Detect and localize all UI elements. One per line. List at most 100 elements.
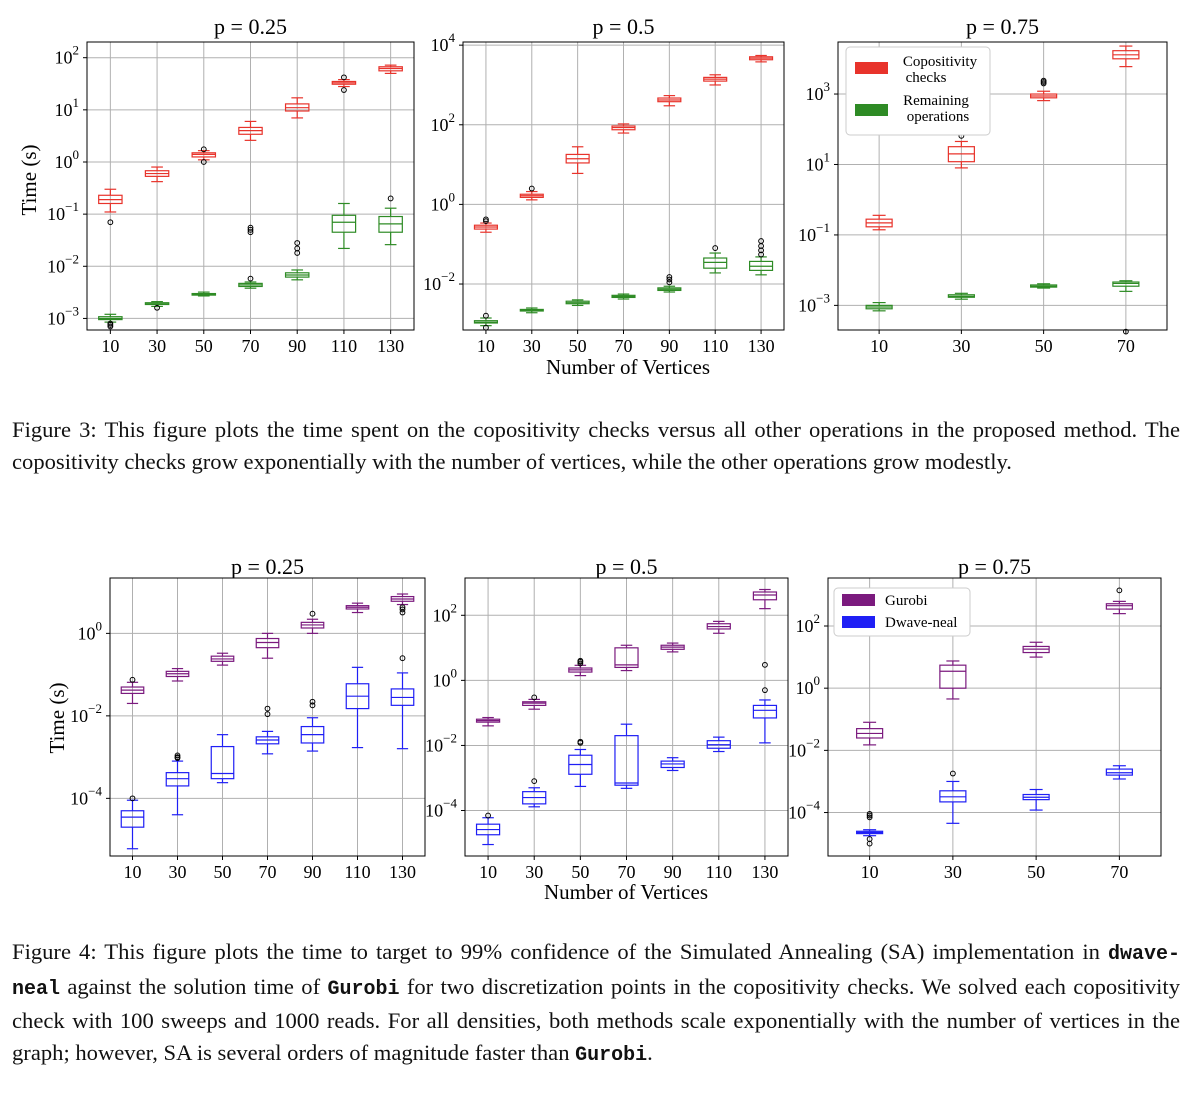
flier-point	[758, 251, 764, 258]
fig3-xlabel: Number of Vertices	[546, 355, 710, 379]
x-tick-label: 110	[344, 862, 370, 882]
fig3-panel-p05: 10−2 100 102 104 10 30 50 70 90 110 130 p = 0.5	[423, 14, 785, 356]
fig4-caption-part-3: for two discretization points in the cop…	[12, 973, 1180, 1065]
fig4-caption-code-gurobi-2: Gurobi	[575, 1043, 648, 1067]
fig3-legend-swatch-remaining	[855, 104, 888, 116]
x-tick-label: 50	[571, 862, 589, 882]
y-tick-label: 104	[431, 30, 456, 55]
box-gurobi	[614, 647, 639, 669]
flier-point	[1122, 328, 1129, 335]
x-tick-label: 30	[944, 862, 962, 882]
x-tick-label: 10	[479, 862, 497, 882]
flier-point	[712, 245, 719, 251]
x-tick-label: 130	[389, 862, 416, 882]
box-gurobi	[939, 664, 967, 689]
y-tick-label: 100	[431, 189, 456, 214]
box-dwave	[614, 735, 639, 786]
figure-4-caption: Figure 4: This figure plots the time to …	[12, 936, 1180, 1071]
fig4-panel-p05: 10−4 10−2 100 102 10 30 50 70 90 110 130 p = 0.5	[425, 554, 789, 882]
fig4-legend-swatch-gurobi	[842, 594, 875, 606]
flier-point	[483, 218, 489, 225]
panel-title: p = 0.25	[231, 554, 304, 579]
panel-title: p = 0.75	[966, 14, 1039, 39]
box-gurobi	[752, 591, 778, 601]
x-tick-label: 30	[952, 336, 970, 356]
x-tick-label: 10	[861, 862, 879, 882]
x-tick-label: 30	[169, 862, 187, 882]
y-tick-label: 10−2	[47, 251, 79, 276]
flier-point	[666, 276, 673, 283]
fig3-caption-label: Figure 3:	[12, 417, 97, 442]
flier-point	[247, 224, 254, 231]
flier-point	[949, 770, 956, 777]
flier-point	[309, 702, 316, 709]
fig3-legend: Copositivity checks Remaining operations	[845, 46, 991, 136]
panel-title: p = 0.75	[958, 554, 1031, 579]
x-tick-label: 50	[214, 862, 232, 882]
y-tick-label: 10−4	[788, 798, 820, 823]
y-tick-label: 102	[796, 611, 821, 636]
x-tick-label: 90	[304, 862, 322, 882]
x-tick-label: 70	[618, 862, 636, 882]
box-remaining	[1112, 281, 1140, 287]
box-dwave	[752, 704, 778, 719]
flier-point	[174, 752, 181, 759]
y-tick-label: 100	[433, 665, 458, 690]
flier-point	[1040, 77, 1047, 84]
fig3-caption-text: This figure plots the time spent on the …	[12, 417, 1180, 474]
axes-frame	[837, 41, 1168, 331]
flier-point	[264, 705, 271, 712]
flier-point	[399, 606, 406, 613]
fig4-legend-swatch-dwave	[842, 616, 875, 628]
flier-point	[309, 698, 316, 705]
y-tick-label: 100	[78, 618, 103, 643]
flier-point	[1116, 587, 1123, 594]
box-gurobi	[1105, 603, 1133, 610]
x-tick-label: 50	[569, 336, 587, 356]
flier-point	[200, 146, 207, 153]
flier-point	[577, 738, 584, 745]
x-tick-label: 10	[477, 336, 495, 356]
fig4-panel-p025: 10−4 10−2 100 10 30 50 70 90 110 130 p = 0.25	[70, 554, 426, 882]
flier-point	[294, 245, 301, 252]
fig3-ylabel: Time (s)	[17, 145, 41, 216]
y-tick-label: 10−4	[425, 796, 457, 821]
panel-title: p = 0.5	[593, 14, 655, 39]
x-tick-label: 10	[101, 336, 119, 356]
y-tick-label: 102	[55, 43, 80, 68]
y-tick-label: 10−2	[70, 701, 102, 726]
flier-point	[528, 185, 535, 192]
y-tick-label: 10−4	[70, 783, 102, 808]
y-tick-label: 10−3	[798, 290, 830, 315]
fig4-caption-code-dwave-neal: dwave-neal	[12, 943, 1180, 1001]
flier-point	[758, 238, 764, 244]
flier-point	[247, 226, 254, 233]
fig4-ylabel: Time (s)	[45, 683, 69, 754]
box-dwave	[120, 810, 145, 828]
flier-point	[577, 657, 584, 664]
box-remaining	[331, 214, 357, 233]
y-tick-label: 100	[55, 147, 80, 172]
x-tick-label: 70	[1117, 336, 1135, 356]
flier-point	[154, 304, 160, 311]
flier-point	[294, 240, 301, 246]
fig4-caption-code-gurobi: Gurobi	[327, 977, 400, 1001]
fig4-panel-p075: 10−4 10−2 100 102 10 30 50 70 p = 0.75	[788, 554, 1162, 882]
panel-title: p = 0.25	[214, 14, 287, 39]
x-tick-label: 130	[748, 336, 775, 356]
flier-point	[174, 754, 181, 760]
flier-point	[485, 812, 491, 819]
flier-point	[247, 275, 254, 282]
flier-point	[531, 778, 538, 785]
box-dwave	[1105, 768, 1133, 776]
box-remaining	[703, 257, 728, 269]
flier-point	[200, 159, 207, 165]
x-tick-label: 110	[706, 862, 732, 882]
y-tick-label: 10−2	[788, 735, 820, 760]
flier-point	[666, 279, 673, 286]
y-tick-label: 10−2	[423, 269, 455, 294]
x-tick-label: 70	[242, 336, 260, 356]
y-tick-label: 10−3	[47, 303, 79, 328]
x-tick-label: 110	[702, 336, 728, 356]
flier-point	[483, 216, 489, 223]
